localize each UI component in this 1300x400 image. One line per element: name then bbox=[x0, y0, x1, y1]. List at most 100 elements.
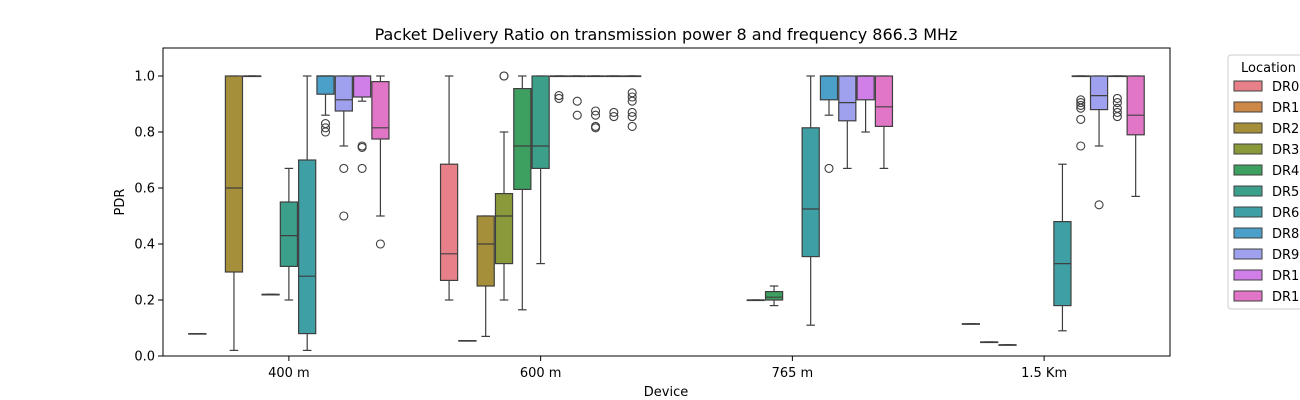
box-dr1 bbox=[874, 75, 894, 169]
iqr-box bbox=[334, 75, 353, 112]
iqr-box bbox=[531, 75, 550, 170]
box-dr1 bbox=[856, 75, 875, 133]
box-dr1 bbox=[352, 75, 372, 173]
box-dr0 bbox=[439, 75, 459, 301]
iqr-box bbox=[371, 80, 390, 140]
legend-swatch bbox=[1233, 206, 1263, 218]
outlier-point bbox=[357, 163, 367, 173]
iqr-box bbox=[513, 87, 532, 191]
box-dr1 bbox=[961, 323, 981, 325]
outlier-point bbox=[554, 91, 564, 101]
box-dr1 bbox=[458, 340, 477, 342]
iqr-box bbox=[494, 193, 514, 265]
box-dr8 bbox=[568, 75, 587, 120]
box-dr2 bbox=[224, 75, 244, 351]
box-dr1 bbox=[371, 75, 390, 249]
outlier-point bbox=[627, 112, 637, 122]
iqr-box bbox=[439, 163, 459, 281]
outlier-point bbox=[609, 112, 619, 122]
iqr-box bbox=[1126, 75, 1145, 136]
outlier-point bbox=[627, 92, 637, 102]
outlier-point bbox=[591, 110, 601, 120]
box-dr3 bbox=[494, 71, 514, 301]
outlier-point bbox=[339, 211, 349, 221]
box-dr9 bbox=[1089, 75, 1109, 210]
y-tick-label: 0.4 bbox=[134, 238, 155, 253]
chart-title: Packet Delivery Ratio on transmission po… bbox=[375, 25, 958, 44]
y-axis: 0.0 0.2 0.4 0.6 0.8 1.0 bbox=[134, 70, 163, 365]
outlier-point bbox=[1112, 107, 1122, 117]
box-dr3 bbox=[746, 299, 765, 302]
box-dr8 bbox=[1071, 75, 1090, 151]
box-dr0 bbox=[188, 333, 207, 335]
box-dr6 bbox=[298, 75, 317, 351]
legend-frame bbox=[1227, 54, 1300, 310]
legend-swatch bbox=[1233, 227, 1263, 239]
y-tick-label: 0.8 bbox=[134, 126, 155, 141]
legend-swatch bbox=[1233, 164, 1263, 176]
legend-swatch bbox=[1233, 101, 1263, 113]
outlier-point bbox=[609, 107, 619, 117]
box-dr2 bbox=[476, 215, 495, 337]
box-dr8 bbox=[316, 75, 335, 137]
legend-swatch bbox=[1233, 80, 1263, 92]
outlier-point bbox=[357, 142, 367, 152]
legend-swatch bbox=[1233, 185, 1263, 197]
legend-label: DR1 bbox=[1272, 269, 1299, 284]
iqr-box bbox=[764, 291, 784, 301]
iqr-box bbox=[316, 75, 335, 95]
legend-label: DR1 bbox=[1272, 101, 1299, 116]
outlier-point bbox=[572, 96, 582, 106]
legend-label: DR4 bbox=[1272, 164, 1299, 179]
x-tick-label: 1.5 Km bbox=[1021, 366, 1067, 381]
outlier-point bbox=[1112, 93, 1122, 103]
legend-swatch bbox=[1233, 143, 1263, 155]
outlier-point bbox=[339, 163, 349, 173]
y-tick-label: 0.0 bbox=[134, 350, 155, 365]
box-dr5 bbox=[531, 75, 550, 265]
legend-label: DR3 bbox=[1272, 143, 1299, 158]
legend-swatch bbox=[1233, 269, 1263, 281]
box-dr8 bbox=[819, 75, 839, 173]
box-dr1 bbox=[623, 75, 642, 131]
box-dr5 bbox=[279, 167, 299, 301]
box-dr3 bbox=[243, 75, 262, 78]
iqr-box bbox=[279, 201, 299, 268]
outlier-point bbox=[320, 123, 331, 133]
legend-swatch bbox=[1233, 290, 1263, 302]
legend-label: DR6 bbox=[1272, 206, 1299, 221]
box-dr9 bbox=[334, 75, 353, 221]
y-tick-label: 0.6 bbox=[134, 182, 155, 197]
box-dr6 bbox=[549, 75, 569, 103]
iqr-box bbox=[352, 75, 372, 98]
outlier-point bbox=[627, 121, 637, 131]
legend-label: DR0 bbox=[1272, 80, 1299, 95]
legend-label: DR1 bbox=[1272, 290, 1299, 305]
x-axis-label: Device bbox=[644, 385, 688, 400]
outlier-point bbox=[1076, 98, 1086, 108]
outlier-point bbox=[499, 71, 509, 81]
outlier-point bbox=[1076, 103, 1086, 113]
box-dr1 bbox=[604, 75, 624, 122]
x-tick-label: 400 m bbox=[268, 366, 310, 381]
outlier-point bbox=[572, 110, 582, 120]
outlier-point bbox=[824, 163, 834, 173]
outlier-point bbox=[554, 93, 564, 103]
legend: Location DR0 DR1 DR2 DR3 DR4 DR5 DR6 DR8 DR9 DR1 D… bbox=[1227, 54, 1300, 310]
x-tick-label: 765 m bbox=[772, 366, 814, 381]
iqr-box bbox=[801, 127, 820, 258]
box-dr9 bbox=[838, 75, 857, 169]
y-tick-label: 0.2 bbox=[134, 294, 155, 309]
iqr-box bbox=[819, 75, 839, 101]
legend-swatch bbox=[1233, 122, 1263, 134]
iqr-box bbox=[856, 75, 875, 101]
iqr-box bbox=[224, 75, 244, 273]
legend-label: DR9 bbox=[1272, 248, 1299, 263]
outlier-point bbox=[1094, 200, 1104, 210]
legend-title: Location bbox=[1241, 61, 1296, 76]
legend-label: DR2 bbox=[1272, 122, 1299, 137]
plot-area bbox=[162, 47, 1171, 357]
iqr-box bbox=[874, 75, 894, 128]
outlier-point bbox=[1076, 114, 1086, 124]
